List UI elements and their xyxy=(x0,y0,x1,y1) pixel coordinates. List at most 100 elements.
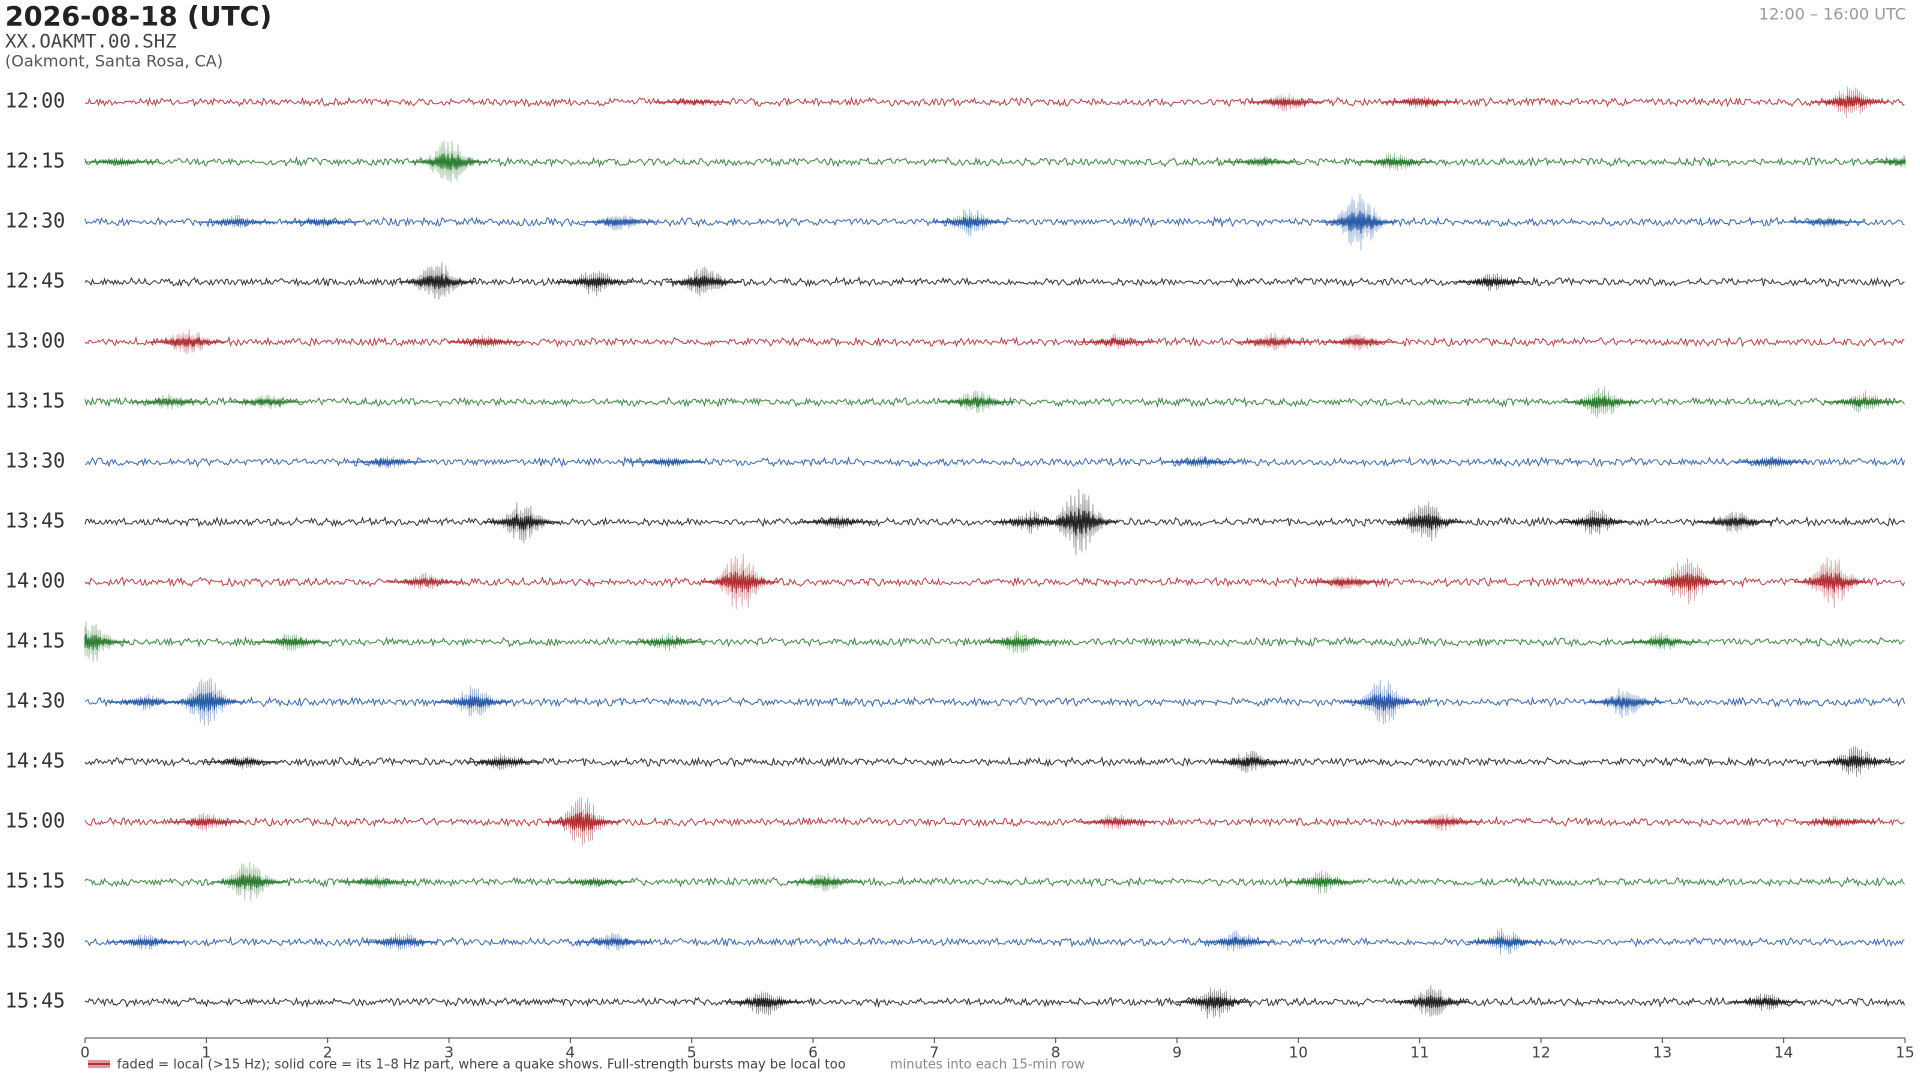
burst-core xyxy=(131,397,208,407)
x-tick-label: 4 xyxy=(566,1044,576,1062)
burst-core xyxy=(981,637,1058,647)
burst-core xyxy=(1248,98,1325,107)
x-tick-label: 10 xyxy=(1289,1044,1308,1062)
x-tick-label: 3 xyxy=(444,1044,454,1062)
burst-core xyxy=(1284,877,1361,887)
burst-core xyxy=(629,458,706,466)
burst-core xyxy=(1321,338,1397,346)
trace-noise xyxy=(84,276,1905,288)
burst-core xyxy=(1824,397,1901,407)
burst-core xyxy=(629,637,706,647)
burst-core xyxy=(1345,693,1422,711)
x-tick-label: 13 xyxy=(1653,1044,1672,1062)
x-tick-label: 7 xyxy=(930,1044,940,1062)
trace-noise xyxy=(84,756,1905,768)
burst-core xyxy=(253,637,330,647)
burst-core xyxy=(556,277,633,288)
burst-core xyxy=(107,938,184,947)
burst-core xyxy=(1078,337,1155,347)
time-range: 12:00 – 16:00 UTC xyxy=(1759,5,1906,24)
row-label: 12:30 xyxy=(5,209,65,233)
row-label: 15:30 xyxy=(5,929,65,953)
x-tick-label: 14 xyxy=(1774,1044,1793,1062)
burst-core xyxy=(993,517,1070,527)
burst-core xyxy=(229,398,305,406)
burst-core xyxy=(1788,218,1865,227)
burst-core xyxy=(1381,97,1458,107)
burst-core xyxy=(168,817,245,826)
x-tick-label: 15 xyxy=(1895,1044,1914,1062)
x-tick-label: 9 xyxy=(1172,1044,1182,1062)
trace-noise xyxy=(85,996,1905,1009)
burst-core xyxy=(1163,457,1240,467)
x-tick-label: 1 xyxy=(202,1044,212,1062)
burst-core xyxy=(580,218,657,226)
burst-core xyxy=(665,275,742,288)
burst-core xyxy=(1733,457,1810,467)
burst-core xyxy=(938,397,1015,407)
burst-core xyxy=(283,217,360,227)
burst-core xyxy=(1794,572,1871,593)
burst-core xyxy=(483,513,560,531)
burst-core xyxy=(204,757,281,767)
burst-core xyxy=(1320,210,1398,234)
burst-core xyxy=(1557,517,1634,528)
burst-core xyxy=(556,877,633,887)
burst-core xyxy=(465,758,542,767)
burst-core xyxy=(1405,817,1482,826)
row-label: 13:30 xyxy=(5,449,65,473)
burst-core xyxy=(1727,997,1804,1006)
burst-core xyxy=(1818,755,1895,769)
x-tick-label: 12 xyxy=(1531,1044,1550,1062)
row-label: 14:45 xyxy=(5,749,65,773)
burst-core xyxy=(1393,995,1470,1008)
burst-core xyxy=(1867,158,1906,167)
burst-core xyxy=(350,458,427,467)
burst-core xyxy=(574,938,651,946)
burst-core xyxy=(1199,937,1276,946)
x-tick-label: 6 xyxy=(808,1044,818,1062)
row-label: 13:00 xyxy=(5,329,65,353)
burst-core xyxy=(1308,578,1385,587)
trace-noise xyxy=(84,575,1905,589)
x-tick-label: 0 xyxy=(80,1044,90,1062)
burst-core xyxy=(338,877,415,887)
trace-noise xyxy=(84,155,1905,168)
x-tick-label: 11 xyxy=(1410,1044,1429,1062)
burst-core xyxy=(726,997,803,1008)
burst-core xyxy=(1211,757,1288,767)
burst-core xyxy=(1563,395,1640,409)
trace-noise xyxy=(84,636,1905,648)
row-label: 13:45 xyxy=(5,509,65,533)
row-label: 14:00 xyxy=(5,569,65,593)
burst-core xyxy=(787,877,864,887)
burst-core xyxy=(1223,157,1300,166)
burst-core xyxy=(932,216,1009,228)
burst-core xyxy=(799,518,876,527)
burst-core xyxy=(1812,95,1889,109)
burst-core xyxy=(1648,572,1725,591)
burst-core xyxy=(1387,513,1464,530)
burst-core xyxy=(1078,818,1155,826)
location: (Oakmont, Santa Rosa, CA) xyxy=(5,52,223,71)
legend-note: faded = local (>15 Hz); solid core = its… xyxy=(117,1058,846,1073)
chart-title: 2026-08-18 (UTC) xyxy=(5,2,272,33)
burst-core xyxy=(1454,277,1531,287)
burst-core xyxy=(1624,638,1701,647)
burst-core xyxy=(362,937,439,947)
row-label: 13:15 xyxy=(5,389,65,413)
row-label: 15:45 xyxy=(5,989,65,1013)
trace-noise xyxy=(85,455,1905,468)
burst-core xyxy=(1236,337,1313,347)
burst-core xyxy=(1175,996,1252,1009)
trace-noise xyxy=(84,96,1905,108)
trace-noise xyxy=(84,815,1905,829)
burst-core xyxy=(84,633,130,651)
x-axis-label: minutes into each 15-min row xyxy=(890,1058,1085,1073)
burst-core xyxy=(1697,517,1774,527)
burst-core xyxy=(1466,936,1543,948)
burst-core xyxy=(107,697,184,707)
row-label: 14:30 xyxy=(5,689,65,713)
trace-noise xyxy=(84,935,1905,948)
